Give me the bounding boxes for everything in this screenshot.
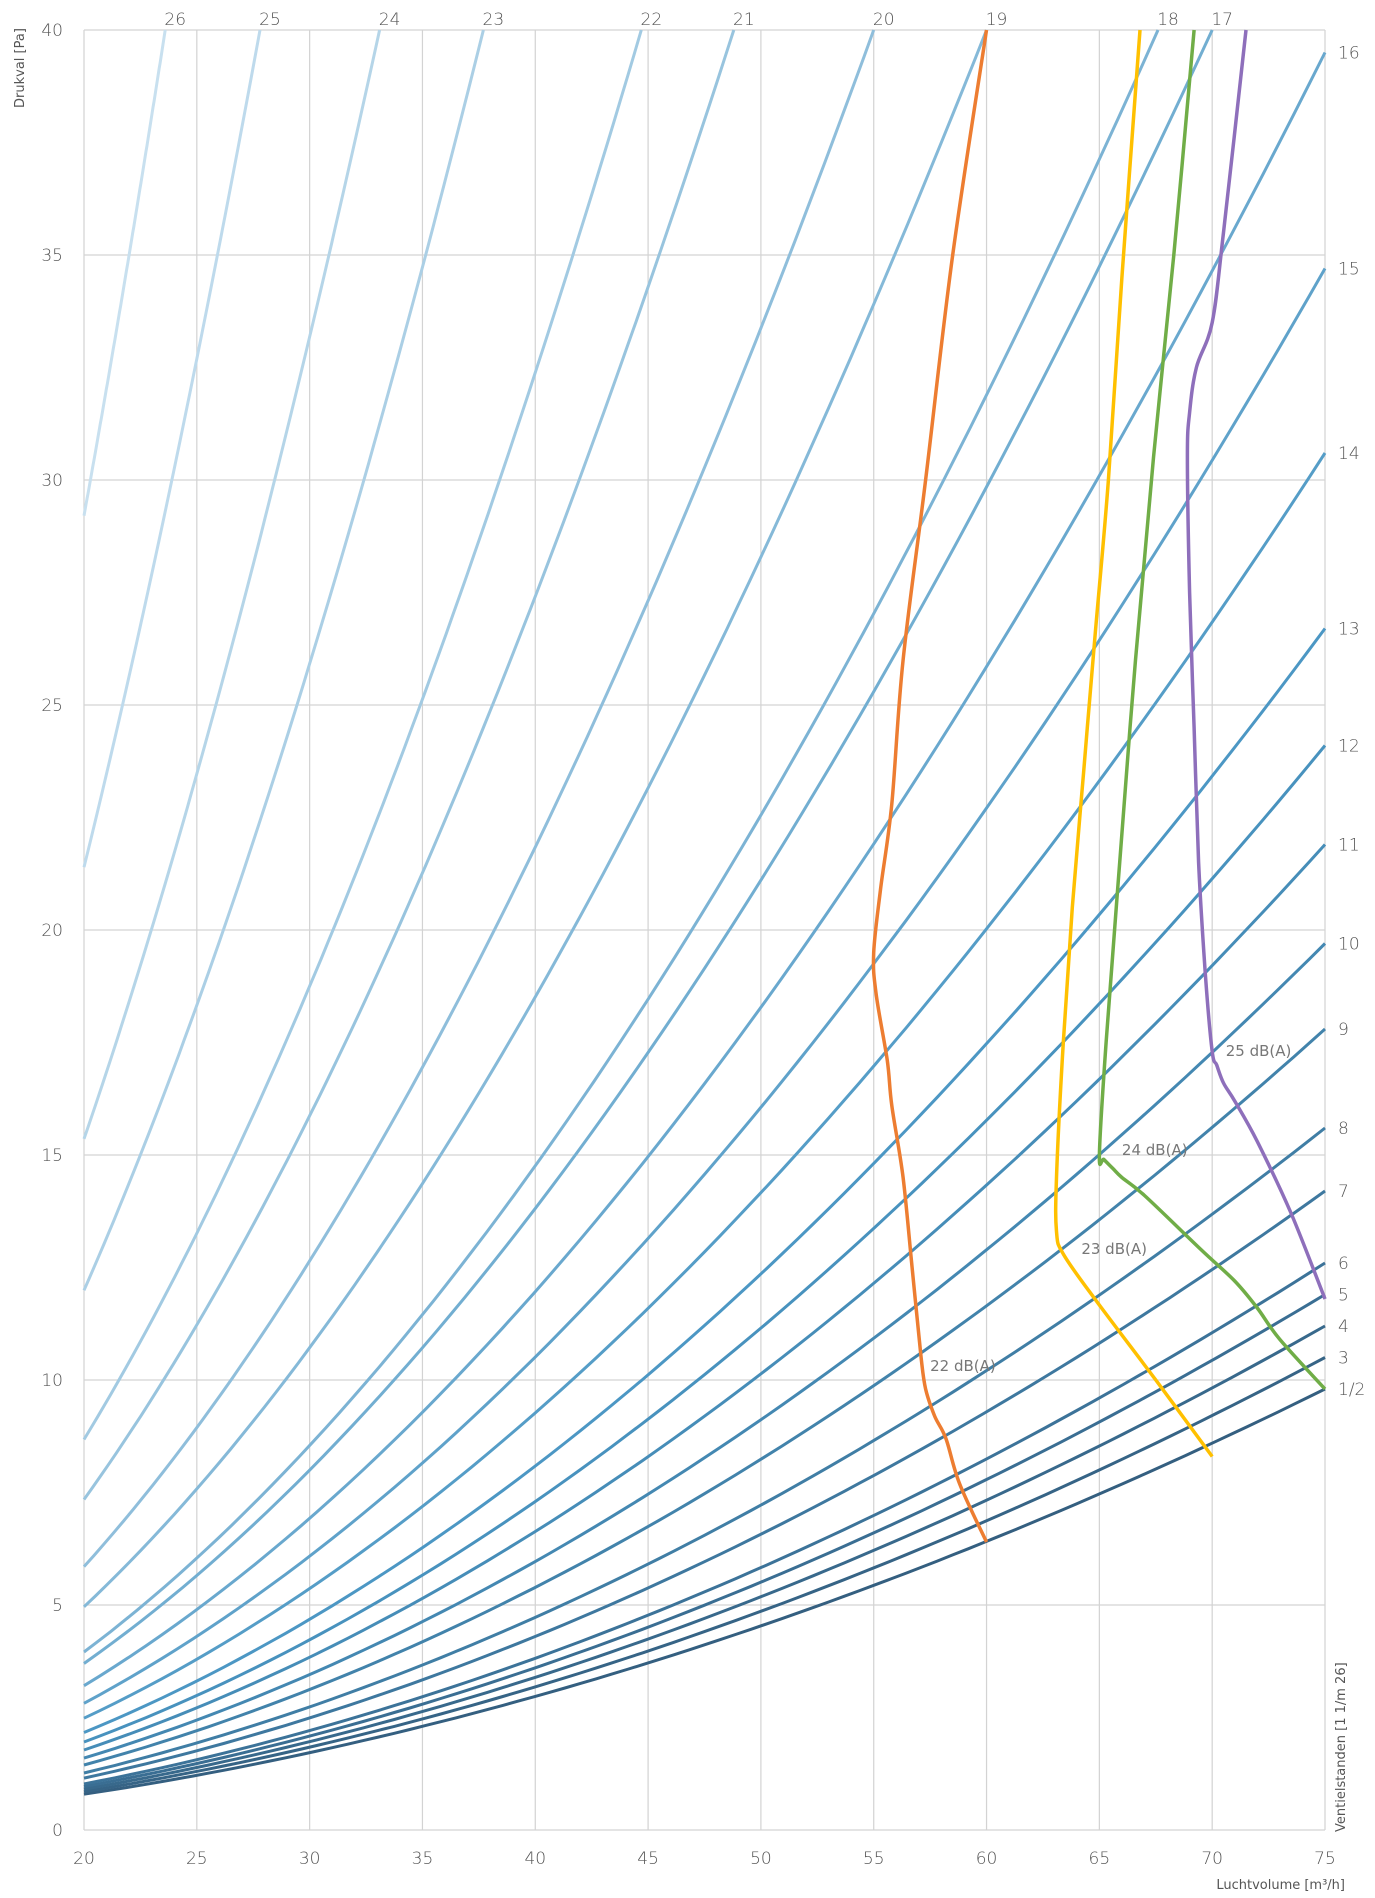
valve-curve-1-2 xyxy=(83,1387,1326,1796)
valve-label: 15 xyxy=(1338,260,1360,280)
y-tick-label: 0 xyxy=(52,1821,63,1841)
valve-label: 9 xyxy=(1338,1020,1349,1040)
valve-curve-14 xyxy=(83,452,1327,1720)
valve-curve-3 xyxy=(83,1356,1326,1794)
x-tick-label: 40 xyxy=(524,1849,546,1869)
valve-curve-21 xyxy=(82,29,736,1501)
x-tick-label: 75 xyxy=(1314,1849,1336,1869)
valve-label: 19 xyxy=(986,10,1008,30)
valve-axis-title: Ventielstanden [1 1/m 26] xyxy=(1334,1662,1349,1832)
y-tick-label: 30 xyxy=(41,471,63,491)
valve-label: 20 xyxy=(873,10,895,30)
valve-curve-10 xyxy=(83,942,1327,1760)
y-tick-label: 25 xyxy=(41,696,63,716)
valve-label: 4 xyxy=(1338,1317,1349,1337)
y-tick-label: 20 xyxy=(41,921,63,941)
valve-label: 12 xyxy=(1338,737,1360,757)
valve-label: 7 xyxy=(1338,1182,1349,1202)
valve-label: 22 xyxy=(641,10,663,30)
series-line-23-db-a- xyxy=(1053,29,1214,1458)
valve-curve-19 xyxy=(82,29,988,1608)
valve-curve-23 xyxy=(82,29,485,1291)
valve-label: 18 xyxy=(1157,10,1179,30)
valve-label: 16 xyxy=(1338,44,1360,64)
x-tick-label: 20 xyxy=(73,1849,95,1869)
valve-curve-12 xyxy=(83,744,1327,1744)
valve-curve-16 xyxy=(83,51,1327,1687)
valve-label: 21 xyxy=(733,10,755,30)
x-tick-label: 60 xyxy=(976,1849,998,1869)
x-axis-title: Luchtvolume [m³/h] xyxy=(1216,1878,1345,1893)
y-tick-label: 40 xyxy=(41,21,63,41)
x-tick-label: 45 xyxy=(637,1849,659,1869)
valve-curve-4 xyxy=(83,1324,1326,1791)
valve-curve-15 xyxy=(83,267,1327,1705)
valve-curve-11 xyxy=(83,843,1327,1752)
valve-label: 25 xyxy=(259,10,281,30)
valve-label: 14 xyxy=(1338,444,1360,464)
valve-label: 5 xyxy=(1338,1286,1349,1306)
valve-curves xyxy=(82,29,1327,1796)
valve-curve-24 xyxy=(82,29,382,1140)
noise-level-series xyxy=(871,29,1327,1543)
valve-curve-25 xyxy=(82,29,262,868)
valve-curve-5 xyxy=(83,1293,1326,1788)
x-tick-label: 25 xyxy=(186,1849,208,1869)
series-annotation: 24 dB(A) xyxy=(1122,1141,1188,1159)
y-tick-label: 35 xyxy=(41,246,63,266)
x-tick-label: 35 xyxy=(412,1849,434,1869)
valve-curve-20 xyxy=(82,29,876,1568)
valve-label: 3 xyxy=(1338,1349,1349,1369)
x-tick-label: 55 xyxy=(863,1849,885,1869)
y-tick-label: 10 xyxy=(41,1371,63,1391)
series-annotation: 22 dB(A) xyxy=(930,1357,996,1375)
valve-curve-22 xyxy=(82,29,643,1441)
valve-curve-9 xyxy=(83,1027,1327,1767)
valve-curve-26 xyxy=(82,29,167,516)
valve-label: 10 xyxy=(1338,935,1360,955)
valve-label: 1/2 xyxy=(1338,1380,1365,1400)
valve-label: 17 xyxy=(1211,10,1233,30)
series-line-24-db-a- xyxy=(1097,29,1327,1391)
series-line-25-db-a- xyxy=(1185,29,1327,1300)
valve-label: 8 xyxy=(1338,1119,1349,1139)
valve-curve-18 xyxy=(83,29,1160,1654)
valve-label: 26 xyxy=(164,10,186,30)
labels: 20 25 30 35 40 45 50 55 60 65 70 750510152025303540… xyxy=(41,10,1365,1869)
x-tick-label: 30 xyxy=(299,1849,321,1869)
valve-curve-6 xyxy=(83,1261,1326,1786)
x-tick-label: 70 xyxy=(1201,1849,1223,1869)
y-tick-label: 5 xyxy=(52,1596,63,1616)
series-annotation: 23 dB(A) xyxy=(1081,1240,1147,1258)
valve-label: 23 xyxy=(483,10,505,30)
valve-label: 24 xyxy=(379,10,401,30)
y-axis-title: Drukval [Pa] xyxy=(13,28,28,108)
valve-label: 11 xyxy=(1338,836,1360,856)
valve-curve-17 xyxy=(83,29,1214,1665)
y-tick-label: 15 xyxy=(41,1146,63,1166)
x-tick-label: 50 xyxy=(750,1849,772,1869)
x-tick-label: 65 xyxy=(1089,1849,1111,1869)
series-annotation: 25 dB(A) xyxy=(1226,1042,1292,1060)
valve-curve-8 xyxy=(83,1126,1326,1775)
valve-label: 13 xyxy=(1338,620,1360,640)
series-line-22-db-a- xyxy=(871,29,989,1543)
valve-label: 6 xyxy=(1338,1254,1349,1274)
grid xyxy=(83,29,1326,1831)
